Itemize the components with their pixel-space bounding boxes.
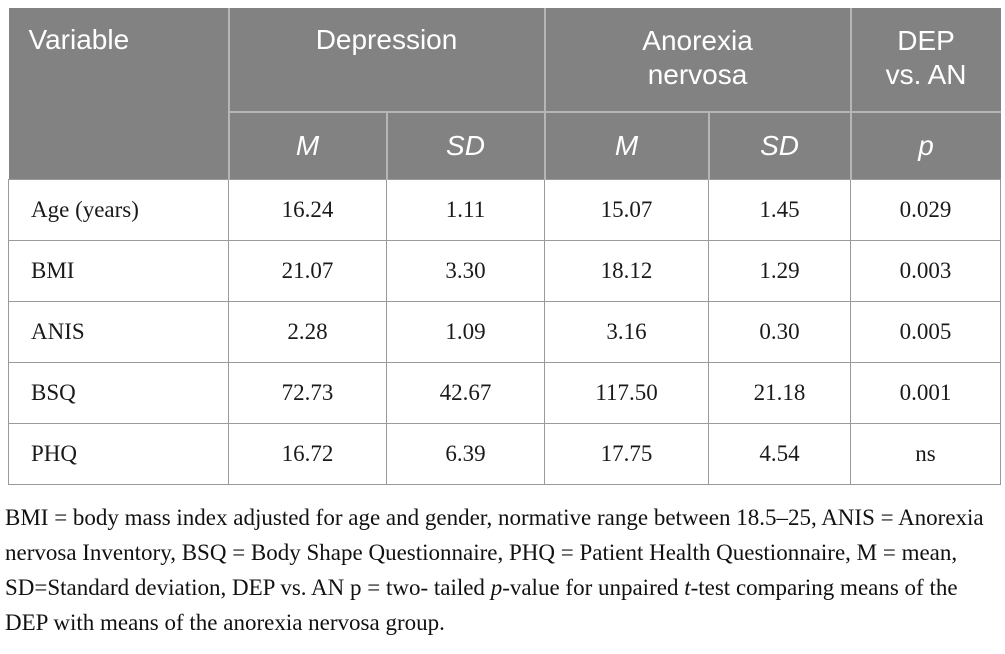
value-cell: 0.003 [850, 240, 1002, 302]
row-label: Age (years) [8, 179, 229, 241]
value-cell: 3.30 [385, 240, 546, 302]
value-cell: 1.45 [708, 179, 852, 241]
value-cell: 72.73 [228, 362, 387, 424]
statistics-table: Variable Depression Anorexia nervosa DEP… [8, 8, 1002, 485]
column-header-dep-sd: SD [385, 112, 545, 180]
value-cell: 0.005 [850, 301, 1002, 363]
table-header: Variable Depression Anorexia nervosa DEP… [8, 8, 1001, 180]
column-group-dep-vs-an: DEP vs. AN [850, 8, 1001, 113]
value-cell: 1.11 [385, 179, 546, 241]
table-row-anis: ANIS 2.28 1.09 3.16 0.30 0.005 [8, 301, 1002, 363]
footnote-italic-p: p [490, 575, 503, 600]
header-sub-row: M SD M SD p [9, 112, 1001, 180]
table-row-bmi: BMI 21.07 3.30 18.12 1.29 0.003 [8, 240, 1002, 302]
table-row-age: Age (years) 16.24 1.11 15.07 1.45 0.029 [8, 179, 1002, 241]
footnote-text: -test comparing means of the DEP with me… [5, 575, 958, 635]
column-header-variable: Variable [8, 8, 230, 180]
value-cell: 117.50 [544, 362, 710, 424]
row-label: PHQ [8, 423, 229, 485]
value-cell: 42.67 [385, 362, 546, 424]
value-cell: 16.24 [228, 179, 387, 241]
value-cell: 1.09 [385, 301, 546, 363]
column-header-dep-mean: M [228, 112, 387, 180]
table-row-phq: PHQ 16.72 6.39 17.75 4.54 ns [8, 423, 1002, 485]
row-label: BSQ [8, 362, 229, 424]
value-cell: 0.001 [850, 362, 1002, 424]
column-group-anorexia-nervosa: Anorexia nervosa [544, 8, 852, 113]
value-cell: 16.72 [228, 423, 387, 485]
footnote-text: -value for unpaired [502, 575, 685, 600]
header-group-row: Variable Depression Anorexia nervosa DEP… [8, 8, 1001, 180]
column-header-p-value: p [849, 112, 1001, 180]
column-header-an-sd: SD [707, 112, 851, 180]
table-footnote: BMI = body mass index adjusted for age a… [5, 500, 997, 640]
footnote-text: BMI = body mass index adjusted for age a… [5, 505, 984, 600]
value-cell: 0.30 [708, 301, 852, 363]
value-cell: 3.16 [544, 301, 710, 363]
value-cell: 17.75 [544, 423, 710, 485]
value-cell: 2.28 [228, 301, 387, 363]
column-header-an-mean: M [543, 112, 709, 180]
row-label: BMI [8, 240, 229, 302]
value-cell: 21.18 [708, 362, 852, 424]
value-cell: 21.07 [228, 240, 387, 302]
column-group-depression: Depression [228, 8, 546, 113]
value-cell: 4.54 [708, 423, 852, 485]
table-row-bsq: BSQ 72.73 42.67 117.50 21.18 0.001 [8, 362, 1002, 424]
value-cell: 15.07 [544, 179, 710, 241]
value-cell: 1.29 [708, 240, 852, 302]
value-cell: ns [850, 423, 1002, 485]
footnote-italic-t: t [684, 575, 691, 600]
row-label: ANIS [8, 301, 229, 363]
value-cell: 18.12 [544, 240, 710, 302]
value-cell: 6.39 [385, 423, 546, 485]
table-body: Age (years) 16.24 1.11 15.07 1.45 0.029 … [8, 179, 1002, 485]
value-cell: 0.029 [850, 179, 1002, 241]
